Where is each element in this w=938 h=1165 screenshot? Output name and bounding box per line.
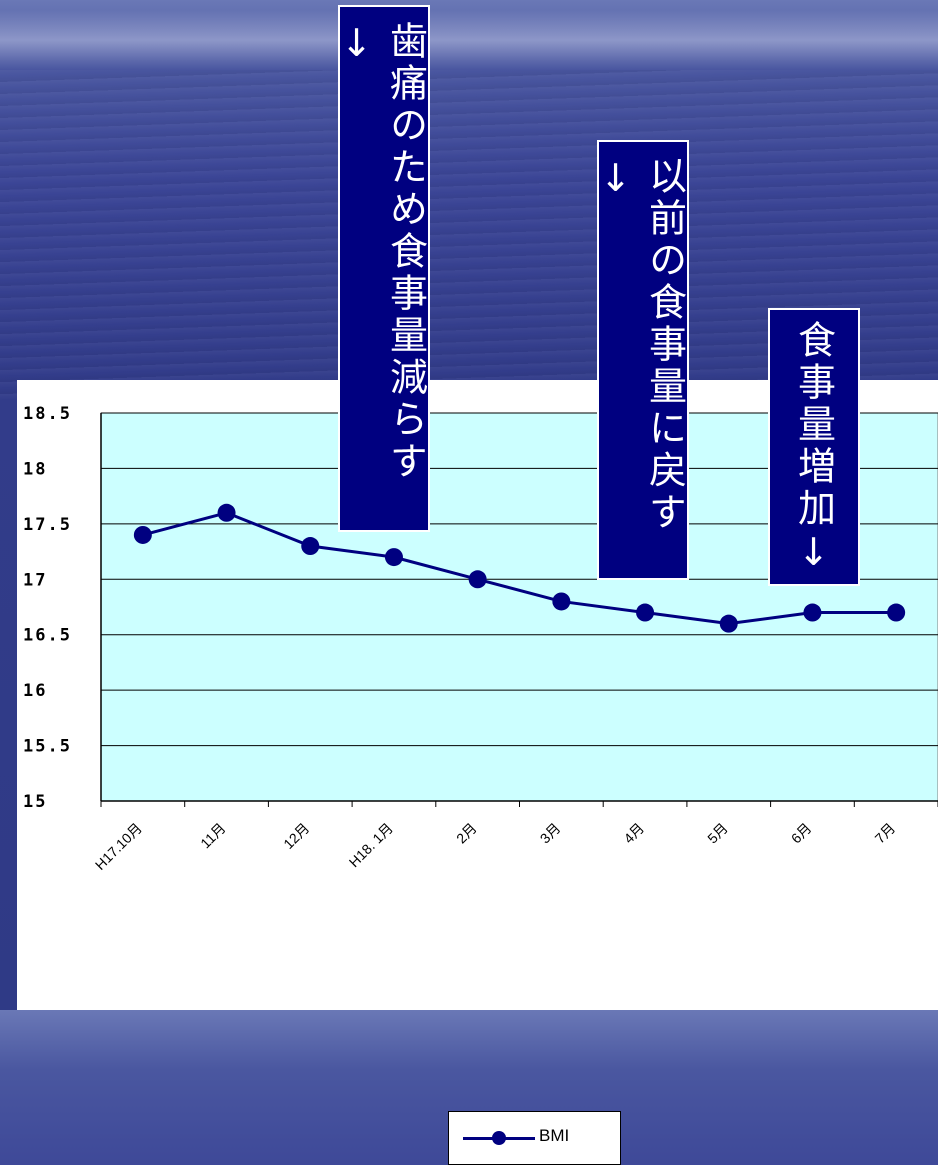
data-point bbox=[468, 570, 487, 589]
x-tick-label: H17.10月 bbox=[92, 820, 145, 873]
x-tick-label: 6月 bbox=[788, 820, 815, 847]
data-point bbox=[803, 603, 822, 622]
x-tick-label: 5月 bbox=[704, 820, 731, 847]
x-tick-label: 2月 bbox=[453, 820, 480, 847]
data-point bbox=[636, 603, 655, 622]
x-tick-label: H18. 1月 bbox=[346, 820, 396, 870]
legend-marker-swatch bbox=[492, 1131, 506, 1145]
data-point bbox=[384, 548, 403, 567]
y-tick-label: 17.5 bbox=[23, 515, 72, 535]
y-tick-label: 18.5 bbox=[23, 404, 72, 424]
chart-legend: BMI bbox=[448, 1111, 621, 1165]
callout-restore-intake: 以前の食事量に戻す↓ bbox=[594, 140, 689, 580]
series-line-bmi bbox=[142, 511, 897, 626]
data-point bbox=[887, 603, 906, 622]
data-point bbox=[301, 537, 320, 556]
y-tick-label: 16.5 bbox=[23, 626, 72, 646]
callout-reduce-intake: 歯痛のため食事量減らす↓ bbox=[335, 5, 430, 532]
y-tick-label: 17 bbox=[23, 570, 47, 590]
x-tick-label: 11月 bbox=[197, 820, 228, 851]
y-tick-label: 15.5 bbox=[23, 737, 72, 757]
x-tick-label: 4月 bbox=[620, 820, 647, 847]
data-point bbox=[133, 525, 152, 544]
background-sky bbox=[0, 10, 938, 70]
x-tick-label: 3月 bbox=[537, 820, 564, 847]
x-tick-label: 12月 bbox=[280, 820, 312, 852]
y-tick-label: 16 bbox=[23, 681, 47, 701]
y-tick-label: 15 bbox=[23, 792, 47, 812]
data-point bbox=[719, 614, 738, 633]
x-tick-label: 7月 bbox=[872, 820, 899, 847]
data-point bbox=[217, 503, 236, 522]
data-point bbox=[552, 592, 571, 611]
y-tick-label: 18 bbox=[23, 459, 47, 479]
legend-label: BMI bbox=[539, 1126, 570, 1145]
callout-increase-intake: 食事量増加↓ bbox=[768, 308, 860, 586]
